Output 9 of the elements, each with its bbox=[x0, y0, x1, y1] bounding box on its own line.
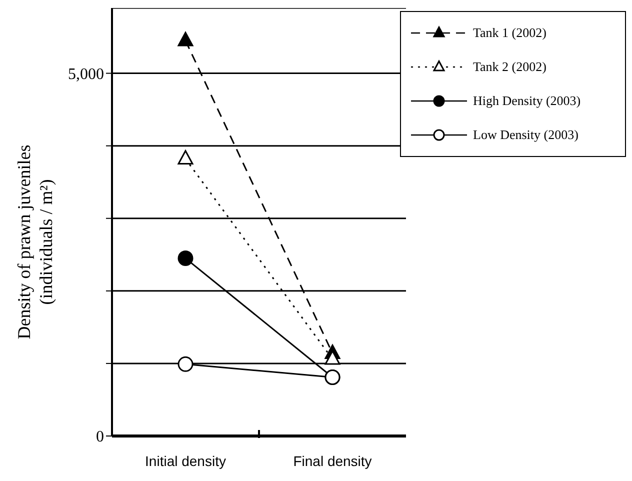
y-axis-title: Density of prawn juveniles (individuals / m²) bbox=[14, 144, 56, 340]
y-tick-label: 0 bbox=[96, 428, 104, 446]
legend-label: High Density (2003) bbox=[473, 93, 581, 109]
legend-label: Low Density (2003) bbox=[473, 127, 578, 143]
legend-label: Tank 1 (2002) bbox=[473, 25, 546, 41]
y-tick-label: 5,000 bbox=[68, 66, 104, 83]
x-tick-label: Final density bbox=[293, 453, 372, 469]
x-tick-label: Initial density bbox=[145, 453, 226, 469]
legend-label: Tank 2 (2002) bbox=[473, 59, 546, 75]
